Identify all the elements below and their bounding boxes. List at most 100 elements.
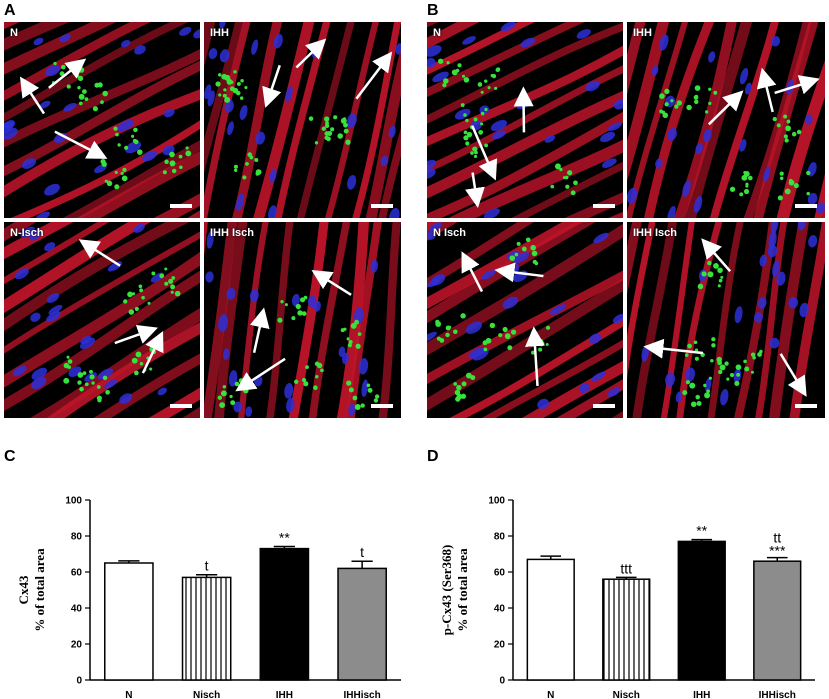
micrograph-b-n-isch: N Isch	[427, 222, 623, 418]
cx43-signal	[480, 122, 484, 126]
muscle-fiber	[627, 22, 712, 218]
cx43-signal	[478, 129, 484, 135]
nucleus	[226, 287, 236, 301]
arrow-annotation	[355, 51, 393, 100]
nucleus	[607, 122, 622, 131]
nucleus	[358, 358, 369, 375]
nucleus	[462, 36, 476, 45]
y-tick-label: 40	[494, 604, 506, 615]
cx43-signal	[217, 73, 222, 77]
cx43-signal	[179, 165, 183, 170]
nucleus	[465, 321, 483, 334]
cx43-signal	[151, 271, 156, 276]
nucleus	[481, 270, 496, 280]
muscle-fiber	[427, 222, 623, 338]
cx43-signal	[465, 141, 470, 146]
cx43-signal	[61, 64, 66, 70]
cx43-signal	[498, 333, 503, 338]
cx43-signal	[456, 384, 462, 391]
arrow-annotation	[114, 324, 159, 345]
cx43-signal	[233, 164, 238, 169]
bar	[677, 540, 726, 681]
cx43-signal	[131, 357, 138, 364]
nucleus	[206, 230, 214, 249]
nucleus	[14, 268, 29, 280]
micrograph-a-n: N	[4, 22, 200, 218]
muscle-fiber	[253, 222, 307, 418]
nucleus	[708, 51, 716, 63]
cx43-signal	[102, 90, 108, 97]
cx43-signal	[741, 174, 748, 181]
nucleus	[120, 39, 131, 48]
muscle-fiber	[4, 222, 200, 382]
cx43-signal	[169, 160, 176, 167]
micrograph-label: IHH	[633, 27, 652, 39]
cx43-signal	[694, 356, 699, 361]
nucleus	[370, 259, 379, 273]
nucleus	[313, 300, 321, 312]
nucleus	[808, 234, 818, 248]
nucleus	[472, 348, 489, 361]
cx43-signal	[354, 319, 360, 325]
cx43-signal	[352, 395, 358, 401]
micrograph-label: IHH Isch	[210, 227, 255, 239]
muscle-fiber	[427, 222, 623, 357]
cx43-signal	[242, 175, 247, 180]
cx43-signal	[170, 290, 174, 294]
cx43-signal	[559, 167, 563, 172]
cx43-signal	[337, 133, 343, 139]
cx43-signal	[316, 362, 323, 369]
muscle-fiber	[669, 222, 745, 418]
nucleus	[219, 49, 230, 63]
cx43-signal	[360, 403, 365, 408]
nucleus	[490, 119, 508, 132]
nucleus	[427, 168, 436, 179]
cx43-signal	[460, 393, 467, 399]
nucleus	[236, 193, 245, 211]
panel-letter-b: B	[427, 2, 439, 19]
cx43-signal	[101, 161, 107, 167]
muscle-fiber	[4, 222, 200, 342]
cx43-signal	[470, 375, 476, 381]
cx43-signal	[757, 352, 762, 357]
y-tick-label: 60	[494, 568, 506, 579]
cx43-signal	[483, 347, 488, 352]
cx43-signal	[470, 151, 474, 155]
muscle-fiber	[4, 222, 200, 324]
muscle-fiber	[4, 235, 200, 418]
nucleus	[97, 368, 114, 380]
nucleus	[224, 99, 234, 113]
cx43-signal	[752, 355, 756, 360]
muscle-fiber	[4, 277, 200, 418]
arrow-annotation	[48, 58, 87, 89]
y-axis-label: % of total area	[32, 548, 47, 632]
cx43-signal	[504, 333, 511, 340]
nucleus	[772, 260, 780, 277]
nucleus	[771, 35, 781, 47]
nucleus	[799, 302, 809, 318]
cx43-signal	[229, 394, 233, 399]
nucleus	[704, 377, 712, 393]
cx43-signal	[97, 398, 102, 403]
cx43-signal	[92, 106, 98, 112]
cx43-signal	[230, 400, 236, 406]
cx43-signal	[84, 382, 89, 387]
cx43-signal	[324, 116, 330, 122]
cx43-signal	[138, 284, 143, 289]
nucleus	[585, 80, 600, 92]
cx43-signal	[128, 309, 135, 315]
cx43-signal	[77, 380, 82, 385]
nucleus	[31, 367, 48, 380]
nucleus	[607, 387, 621, 397]
cx43-signal	[502, 326, 508, 333]
cx43-signal	[66, 84, 71, 89]
muscle-fiber	[204, 222, 248, 418]
cx43-signal	[788, 179, 795, 186]
cx43-signal	[745, 184, 749, 188]
cx43-signal	[538, 347, 543, 352]
cx43-signal	[567, 170, 573, 176]
muscle-fiber	[4, 222, 200, 364]
muscle-fiber	[627, 22, 696, 218]
scale-bar	[170, 204, 192, 208]
cx43-signal	[717, 284, 721, 288]
